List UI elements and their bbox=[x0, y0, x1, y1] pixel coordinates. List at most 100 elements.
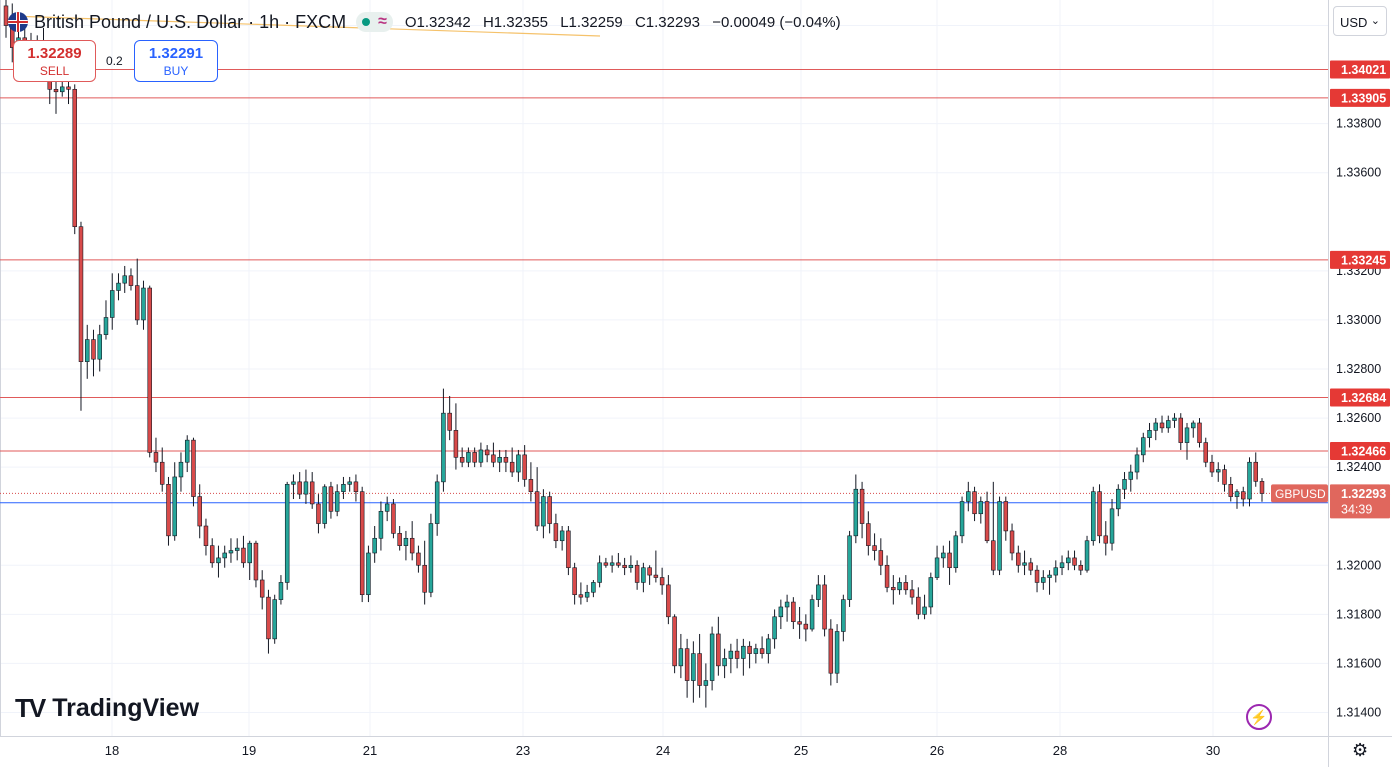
candle-body bbox=[3, 5, 9, 26]
candle-body bbox=[559, 530, 565, 542]
candle bbox=[1159, 415, 1165, 433]
candle-body bbox=[1059, 562, 1065, 569]
candle bbox=[291, 474, 296, 500]
candle bbox=[334, 484, 340, 517]
level-price-tag-bg bbox=[1330, 250, 1390, 269]
candle-body bbox=[1028, 562, 1034, 571]
candle bbox=[216, 545, 221, 578]
candle bbox=[403, 530, 409, 561]
candle bbox=[972, 486, 977, 522]
candle-body bbox=[428, 523, 434, 593]
lightning-icon[interactable]: ⚡ bbox=[1246, 704, 1272, 730]
candle-body bbox=[191, 439, 196, 497]
gear-icon[interactable]: ⚙ bbox=[1352, 740, 1369, 760]
candle bbox=[1059, 555, 1065, 576]
candle-body bbox=[941, 552, 946, 559]
candle bbox=[1072, 550, 1077, 571]
candle-body bbox=[366, 552, 371, 596]
candle bbox=[1166, 415, 1171, 433]
buy-price: 1.32291 bbox=[148, 45, 204, 62]
candle-body bbox=[991, 540, 996, 571]
candle bbox=[228, 538, 234, 563]
x-tick-label: 18 bbox=[105, 743, 119, 758]
y-tick-label: 1.32400 bbox=[1336, 460, 1381, 474]
candle-body bbox=[1203, 442, 1208, 463]
market-status-badge[interactable]: ≈ bbox=[356, 12, 393, 32]
candle-body bbox=[484, 449, 490, 456]
candle bbox=[747, 641, 752, 669]
candle-body bbox=[1197, 422, 1202, 443]
currency-select[interactable]: USD ⌄ bbox=[1333, 6, 1387, 36]
level-price-tag-bg bbox=[1330, 388, 1390, 407]
candle bbox=[997, 496, 1002, 576]
candle-body bbox=[709, 633, 715, 681]
x-tick-label: 25 bbox=[794, 743, 808, 758]
candle-body bbox=[1228, 484, 1233, 497]
candle-body bbox=[234, 547, 240, 551]
candle bbox=[1103, 521, 1109, 556]
candle-body bbox=[1253, 461, 1258, 482]
y-tick-label: 1.31400 bbox=[1336, 705, 1381, 719]
candle bbox=[922, 594, 927, 620]
candle bbox=[134, 258, 140, 325]
candle bbox=[609, 555, 615, 573]
candle-body bbox=[634, 564, 640, 583]
candle-body bbox=[253, 542, 259, 581]
candle-body bbox=[566, 530, 571, 569]
candle bbox=[1184, 422, 1190, 460]
candle-body bbox=[778, 606, 784, 618]
candle-body bbox=[616, 562, 621, 566]
sell-button[interactable]: 1.32289 SELL bbox=[13, 40, 96, 82]
candle-body bbox=[1091, 491, 1096, 542]
candle-body bbox=[497, 457, 502, 463]
candle bbox=[1122, 472, 1127, 500]
candle bbox=[1128, 464, 1134, 492]
candle-body bbox=[797, 621, 802, 625]
candle-body bbox=[934, 557, 940, 578]
candle-body bbox=[359, 491, 365, 596]
candle-body bbox=[584, 591, 590, 598]
candle-body bbox=[1034, 569, 1040, 583]
candle bbox=[1022, 550, 1027, 576]
candle-body bbox=[278, 582, 284, 600]
candle bbox=[3, 0, 9, 38]
candle-body bbox=[728, 650, 734, 659]
candle bbox=[478, 442, 484, 468]
candle bbox=[809, 594, 815, 632]
candle bbox=[1253, 452, 1258, 487]
candle-body bbox=[603, 562, 609, 566]
candle bbox=[266, 589, 271, 654]
candle-body bbox=[753, 648, 759, 654]
candle-countdown: 34:39 bbox=[1341, 502, 1372, 516]
candle-body bbox=[1084, 540, 1090, 571]
high-label: H bbox=[482, 13, 494, 31]
symbol-title[interactable]: British Pound / U.S. Dollar · 1h · FXCM bbox=[34, 11, 347, 32]
candle-body bbox=[1016, 552, 1021, 566]
tradingview-logo[interactable]: TV TradingView bbox=[15, 693, 199, 724]
candle-body bbox=[622, 564, 627, 569]
candle bbox=[947, 540, 952, 585]
candle-body bbox=[522, 454, 527, 480]
candle bbox=[472, 447, 477, 468]
candle-body bbox=[66, 86, 71, 90]
candle bbox=[759, 636, 765, 659]
candle-body bbox=[547, 496, 552, 524]
candle-body bbox=[178, 461, 184, 478]
candle-body bbox=[1066, 557, 1071, 564]
candle bbox=[697, 633, 702, 698]
high-value: 1.32355 bbox=[493, 13, 549, 31]
candle bbox=[1091, 486, 1096, 546]
candle-body bbox=[1109, 508, 1115, 544]
buy-button[interactable]: 1.32291 BUY bbox=[134, 40, 218, 82]
candle bbox=[666, 575, 671, 625]
candle-body bbox=[1184, 427, 1190, 443]
candle bbox=[841, 594, 846, 642]
candle-body bbox=[503, 457, 509, 463]
candle-body bbox=[334, 491, 340, 512]
candle bbox=[116, 273, 121, 301]
trendline-drawing bbox=[9, 15, 601, 37]
candle-body bbox=[91, 339, 96, 360]
candle bbox=[203, 518, 209, 556]
candle-body bbox=[659, 577, 665, 586]
